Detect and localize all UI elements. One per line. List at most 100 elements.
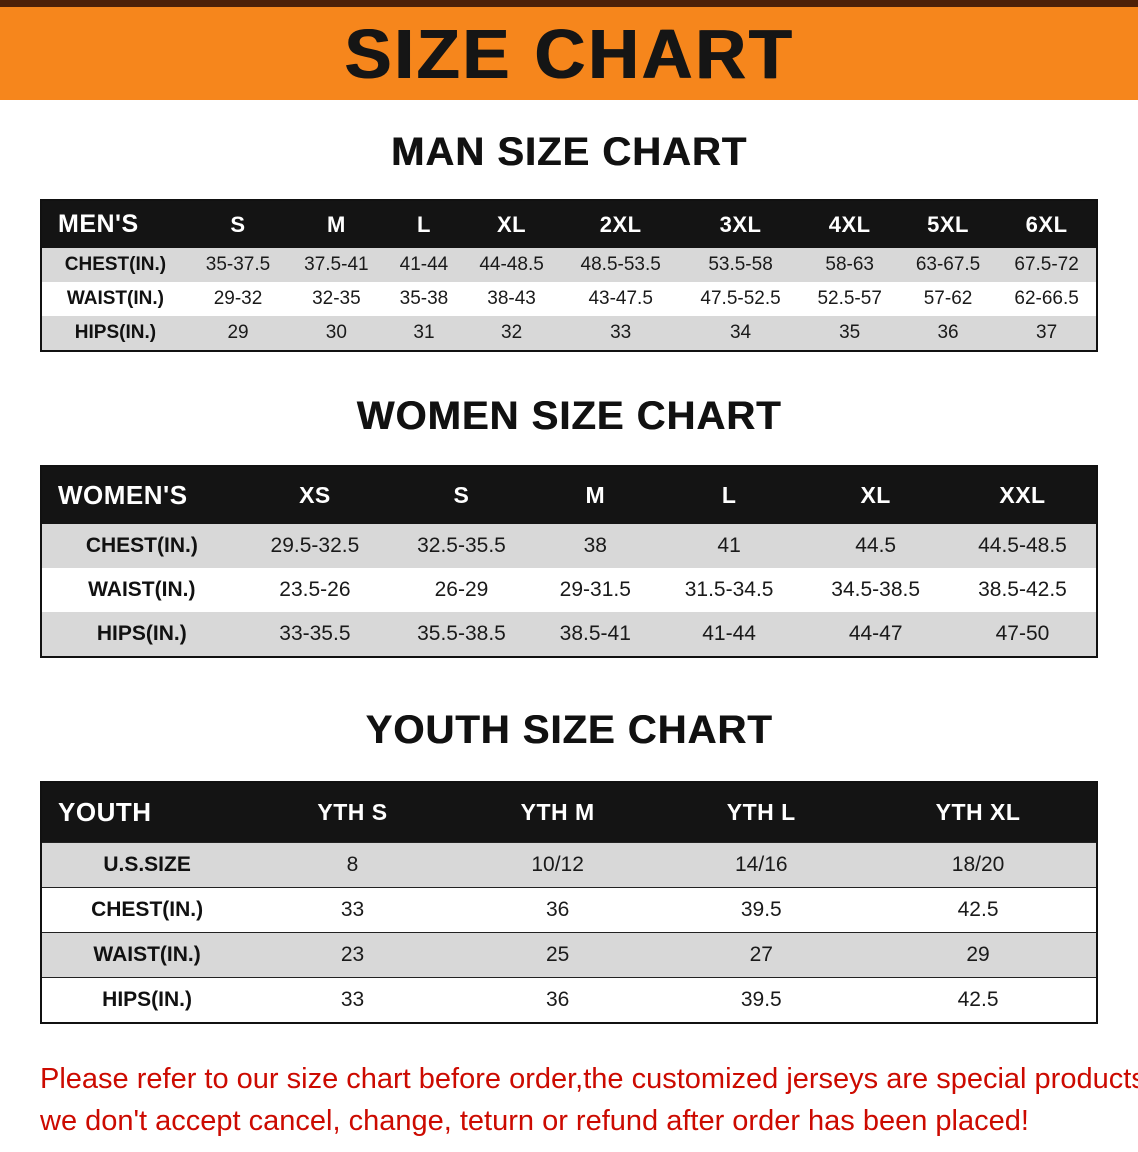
table-row: WAIST(IN.) 23 25 27 29 [41, 932, 1097, 978]
value-cell: 36 [452, 887, 663, 933]
size-column-header: XL [462, 200, 561, 248]
disclaimer-line-2: we don't accept cancel, change, teturn o… [40, 1105, 1029, 1138]
size-column-header: YTH S [252, 782, 453, 843]
value-cell: 47-50 [948, 612, 1097, 657]
value-cell: 35-38 [385, 282, 463, 316]
value-cell: 43-47.5 [560, 282, 681, 316]
value-cell: 44-47 [802, 612, 949, 657]
row-label-cell: HIPS(IN.) [41, 316, 189, 351]
youth-size-table: YOUTH YTH S YTH M YTH L YTH XL U.S.SIZE 8 10/12… [40, 781, 1098, 1024]
value-cell: 10/12 [452, 842, 663, 888]
value-cell: 29-31.5 [534, 568, 656, 612]
value-cell: 62-66.5 [997, 282, 1097, 316]
value-cell: 29 [188, 316, 288, 351]
size-column-header: YTH L [662, 782, 861, 843]
value-cell: 25 [452, 932, 663, 978]
size-column-header: M [534, 466, 656, 524]
value-cell: 29 [860, 932, 1097, 978]
value-cell: 41-44 [385, 248, 463, 282]
row-label-cell: HIPS(IN.) [41, 977, 253, 1023]
table-row: HIPS(IN.) 33 36 39.5 42.5 [41, 977, 1097, 1023]
table-title-cell: YOUTH [41, 782, 253, 843]
table-row: WAIST(IN.) 23.5-26 26-29 29-31.5 31.5-34.5 34… [41, 568, 1097, 612]
table-row: U.S.SIZE 8 10/12 14/16 18/20 [41, 842, 1097, 888]
size-column-header: L [655, 466, 803, 524]
size-column-header: 4XL [800, 200, 899, 248]
value-cell: 14/16 [662, 842, 861, 888]
size-column-header: XS [241, 466, 389, 524]
size-column-header: YTH XL [860, 782, 1097, 843]
row-label-cell: CHEST(IN.) [41, 887, 253, 933]
youth-section-heading: YOUTH SIZE CHART [365, 708, 773, 752]
value-cell: 39.5 [662, 887, 861, 933]
row-label-cell: WAIST(IN.) [41, 932, 253, 978]
value-cell: 47.5-52.5 [680, 282, 801, 316]
women-size-table: WOMEN'S XS S M L XL XXL CHEST(IN.) 29.5-32.5 32.5… [40, 465, 1098, 658]
value-cell: 29.5-32.5 [241, 524, 389, 568]
value-cell: 41-44 [655, 612, 803, 657]
size-column-header: L [385, 200, 463, 248]
banner-title: SIZE CHART [344, 14, 794, 93]
value-cell: 23.5-26 [241, 568, 389, 612]
value-cell: 36 [452, 977, 663, 1023]
value-cell: 53.5-58 [680, 248, 801, 282]
row-label-cell: HIPS(IN.) [41, 612, 242, 657]
table-row: HIPS(IN.) 29 30 31 32 33 34 35 36 37 [41, 316, 1097, 351]
disclaimer: Please refer to our size chart before or… [40, 1058, 1138, 1142]
value-cell: 44.5-48.5 [948, 524, 1097, 568]
table-header-row: YOUTH YTH S YTH M YTH L YTH XL [41, 782, 1097, 843]
value-cell: 58-63 [800, 248, 899, 282]
table-header-row: MEN'S S M L XL 2XL 3XL 4XL 5XL 6XL [41, 200, 1097, 248]
value-cell: 35-37.5 [188, 248, 288, 282]
value-cell: 18/20 [860, 842, 1097, 888]
men-section-heading: MAN SIZE CHART [390, 130, 748, 174]
value-cell: 32 [462, 316, 561, 351]
value-cell: 33 [252, 977, 453, 1023]
table-row: CHEST(IN.) 33 36 39.5 42.5 [41, 887, 1097, 933]
women-section-heading: WOMEN SIZE CHART [356, 394, 782, 438]
value-cell: 27 [662, 932, 861, 978]
size-column-header: XL [802, 466, 949, 524]
value-cell: 36 [898, 316, 998, 351]
value-cell: 38 [534, 524, 656, 568]
value-cell: 42.5 [860, 887, 1097, 933]
value-cell: 63-67.5 [898, 248, 998, 282]
value-cell: 37 [997, 316, 1097, 351]
value-cell: 44-48.5 [462, 248, 561, 282]
value-cell: 23 [252, 932, 453, 978]
size-chart-banner: SIZE CHART [0, 0, 1138, 100]
size-column-header: YTH M [452, 782, 663, 843]
value-cell: 42.5 [860, 977, 1097, 1023]
value-cell: 34.5-38.5 [802, 568, 949, 612]
row-label-cell: CHEST(IN.) [41, 524, 242, 568]
value-cell: 41 [655, 524, 803, 568]
value-cell: 29-32 [188, 282, 288, 316]
size-column-header: S [388, 466, 535, 524]
value-cell: 48.5-53.5 [560, 248, 681, 282]
value-cell: 8 [252, 842, 453, 888]
value-cell: 31 [385, 316, 463, 351]
row-label-cell: U.S.SIZE [41, 842, 253, 888]
value-cell: 32.5-35.5 [388, 524, 535, 568]
disclaimer-line-1: Please refer to our size chart before or… [40, 1063, 1138, 1095]
size-column-header: 6XL [997, 200, 1097, 248]
size-table: MEN'S S M L XL 2XL 3XL 4XL 5XL 6XL CHEST(IN.) 35-37… [40, 199, 1098, 352]
men-size-section: MAN SIZE CHART MEN'S S M L XL 2XL 3XL 4XL 5XL 6XL… [0, 130, 1138, 352]
table-row: HIPS(IN.) 33-35.5 35.5-38.5 38.5-41 41-44 44-… [41, 612, 1097, 657]
size-table: YOUTH YTH S YTH M YTH L YTH XL U.S.SIZE 8 10/12… [40, 781, 1098, 1024]
table-title-cell: MEN'S [41, 200, 189, 248]
value-cell: 26-29 [388, 568, 535, 612]
youth-size-section: YOUTH SIZE CHART YOUTH YTH S YTH M YTH L YTH… [0, 708, 1138, 1024]
value-cell: 57-62 [898, 282, 998, 316]
table-header-row: WOMEN'S XS S M L XL XXL [41, 466, 1097, 524]
size-column-header: M [287, 200, 386, 248]
value-cell: 33 [252, 887, 453, 933]
row-label-cell: WAIST(IN.) [41, 568, 242, 612]
value-cell: 33 [560, 316, 681, 351]
value-cell: 35.5-38.5 [388, 612, 535, 657]
value-cell: 31.5-34.5 [655, 568, 803, 612]
size-table: WOMEN'S XS S M L XL XXL CHEST(IN.) 29.5-32.5 32.5… [40, 465, 1098, 658]
size-column-header: 2XL [560, 200, 681, 248]
table-row: WAIST(IN.) 29-32 32-35 35-38 38-43 43-47.5 47.… [41, 282, 1097, 316]
